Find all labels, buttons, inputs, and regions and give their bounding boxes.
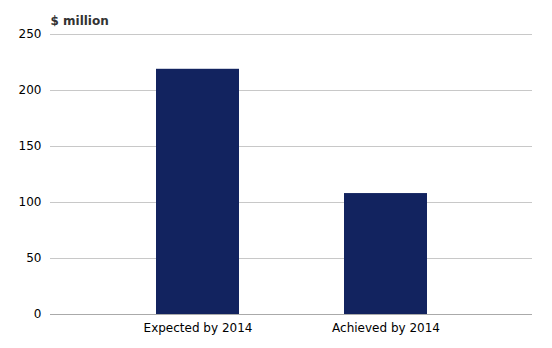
svg-text:200: 200 [19,83,42,97]
svg-text:0: 0 [34,307,42,321]
svg-text:Expected by 2014: Expected by 2014 [144,321,253,335]
svg-text:$ million: $ million [51,14,109,28]
svg-text:100: 100 [19,195,42,209]
svg-text:150: 150 [19,139,42,153]
svg-text:50: 50 [26,251,41,265]
svg-text:250: 250 [19,27,42,41]
svg-text:Achieved by 2014: Achieved by 2014 [332,321,440,335]
